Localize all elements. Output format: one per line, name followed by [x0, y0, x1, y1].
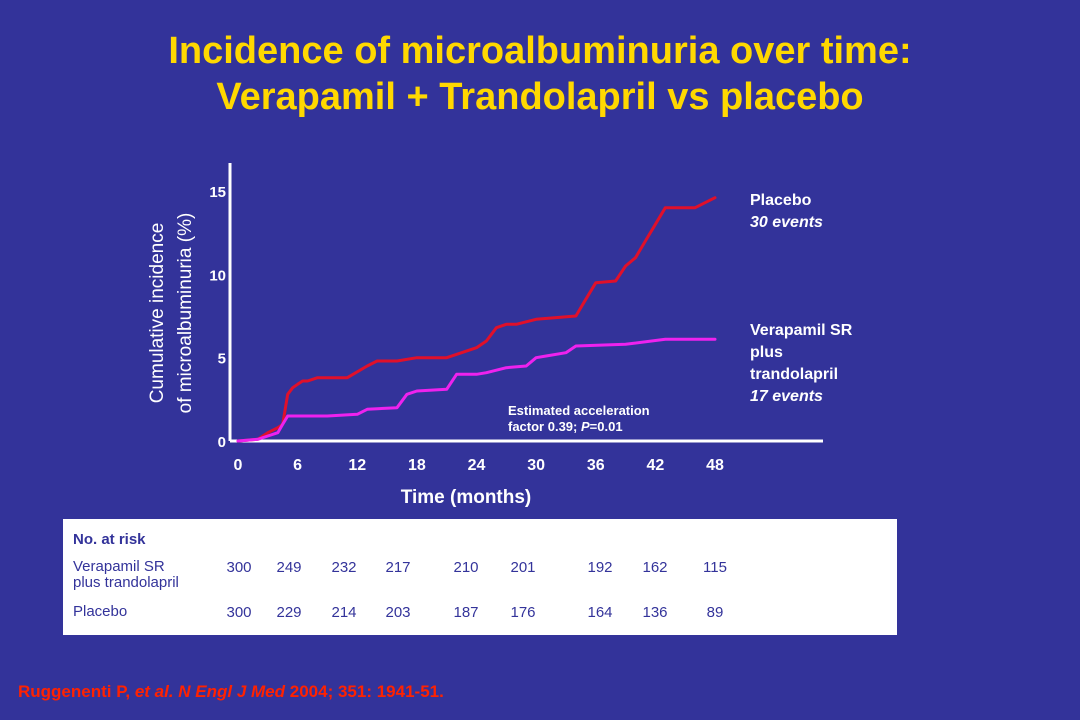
acceleration-annotation: Estimated acceleration factor 0.39; P=0.…: [508, 403, 650, 435]
risk-value: 214: [331, 604, 357, 621]
risk-table-header: No. at risk: [73, 531, 146, 548]
annotation-p: P: [580, 419, 590, 434]
annotation-prefix: factor 0.39;: [508, 419, 581, 434]
chart-title: Incidence of microalbuminuria over time:…: [0, 28, 1080, 120]
x-tick-label: 12: [348, 457, 366, 474]
citation: Ruggenenti P, et al. N Engl J Med 2004; …: [18, 682, 444, 702]
risk-value: 176: [510, 604, 536, 621]
y-axis-label-line2: of microalbuminuria (%): [175, 213, 196, 414]
risk-value: 249: [276, 559, 302, 576]
x-tick-label: 36: [587, 457, 605, 474]
legend-placebo-name: Placebo: [750, 192, 812, 209]
risk-value: 300: [226, 559, 252, 576]
legend-verapamil: Verapamil SR plus trandolapril 17 events: [750, 320, 852, 408]
title-line-2: Verapamil + Trandolapril vs placebo: [216, 76, 864, 118]
risk-value: 187: [453, 604, 479, 621]
x-tick-label: 0: [234, 457, 243, 474]
y-axis-label-line1: Cumulative incidence: [147, 223, 168, 404]
y-tick-label: 10: [209, 267, 226, 284]
annotation-line-1: Estimated acceleration: [508, 403, 650, 418]
risk-value: 115: [703, 559, 727, 576]
risk-label-verapamil-line1: Verapamil SR: [73, 558, 165, 575]
verapamil-curve: [236, 337, 717, 443]
annotation-suffix: =0.01: [589, 419, 623, 434]
legend-verapamil-line2: plus: [750, 344, 783, 361]
risk-value: 164: [587, 604, 613, 621]
risk-value: 217: [385, 559, 411, 576]
x-tick-label: 48: [706, 457, 724, 474]
x-tick-label: 18: [408, 457, 426, 474]
risk-table: No. at risk Verapamil SR plus trandolapr…: [63, 519, 897, 635]
y-tick-label: 15: [209, 184, 226, 201]
citation-ref: 2004; 351: 1941-51.: [289, 682, 444, 701]
x-tick-label: 24: [468, 457, 486, 474]
risk-row-label-verapamil: Verapamil SR plus trandolapril: [73, 559, 179, 591]
risk-row-label-placebo: Placebo: [73, 603, 128, 620]
x-tick-label: 6: [293, 457, 302, 474]
risk-value: 192: [587, 559, 613, 576]
x-tick-label: 42: [646, 457, 664, 474]
y-tick-label: 0: [218, 434, 226, 451]
y-tick-label: 5: [218, 351, 226, 368]
risk-value: 89: [706, 604, 724, 621]
risk-label-verapamil-line2: plus trandolapril: [73, 574, 179, 591]
risk-value: 203: [385, 604, 411, 621]
risk-value: 201: [510, 559, 536, 576]
legend-verapamil-line3: trandolapril: [750, 366, 839, 383]
title-line-1: Incidence of microalbuminuria over time:: [168, 30, 912, 72]
risk-value: 229: [276, 604, 302, 621]
risk-value: 232: [331, 559, 357, 576]
risk-value: 300: [226, 604, 252, 621]
legend-verapamil-line1: Verapamil SR: [750, 322, 853, 339]
legend-verapamil-events: 17 events: [750, 388, 823, 405]
risk-value: 162: [642, 559, 668, 576]
annotation-line-2: factor 0.39; P=0.01: [508, 419, 650, 435]
risk-value: 210: [453, 559, 479, 576]
x-axis-label: Time (months): [401, 487, 532, 508]
legend-placebo-events: 30 events: [750, 214, 823, 231]
citation-journal: et al. N Engl J Med: [134, 682, 286, 701]
risk-value: 136: [642, 604, 668, 621]
placebo-curve: [236, 196, 717, 443]
x-tick-label: 30: [527, 457, 545, 474]
citation-authors: Ruggenenti P,: [18, 682, 131, 701]
legend-placebo: Placebo 30 events: [750, 190, 823, 234]
